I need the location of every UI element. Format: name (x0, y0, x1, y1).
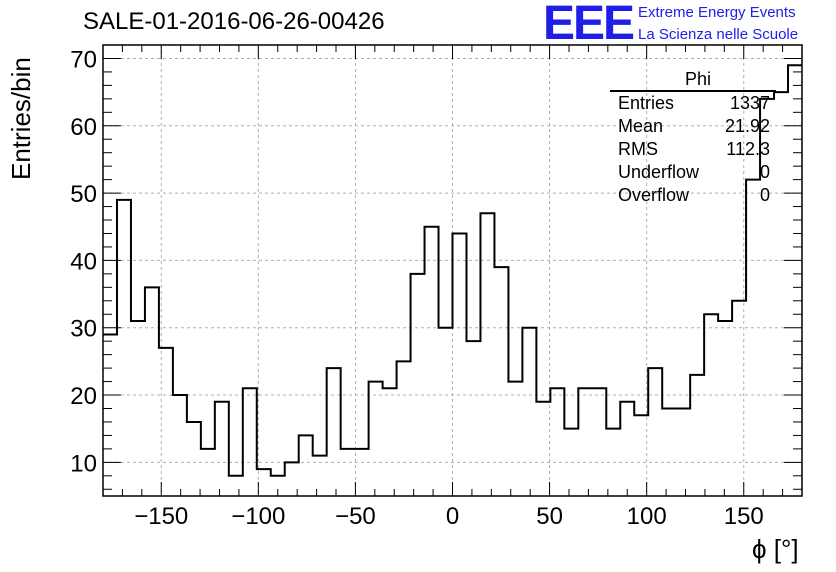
brand-name: Extreme Energy Events (638, 4, 796, 21)
stat-row-overflow: Overflow 0 (610, 184, 776, 207)
x-tick-label: −150 (134, 503, 188, 530)
y-tick-label: 60 (70, 114, 97, 141)
stat-key: Mean (618, 116, 664, 136)
eee-logo: EEE (543, 0, 635, 50)
brand-tagline: La Scienza nelle Scuole (638, 26, 799, 43)
x-tick-label: 50 (536, 503, 563, 530)
y-tick-label: 50 (70, 181, 97, 208)
stat-key: RMS (618, 139, 658, 159)
stat-row-underflow: Underflow 0 (610, 161, 776, 184)
stat-value: 21.92 (724, 116, 770, 136)
x-tick-label: −100 (231, 503, 285, 530)
x-tick-label: −50 (335, 503, 376, 530)
stat-row-entries: Entries 1337 (610, 92, 776, 115)
y-tick-label: 20 (70, 383, 97, 410)
stat-value: 112.3 (726, 139, 770, 159)
stat-value: 0 (759, 162, 770, 182)
x-axis-label: ϕ [°] (752, 534, 799, 564)
stat-key: Overflow (618, 185, 690, 205)
stats-title: Phi (684, 69, 711, 89)
x-tick-label: 100 (627, 503, 667, 530)
run-title: SALE-01-2016-06-26-00426 (83, 8, 385, 35)
y-tick-label: 30 (70, 316, 97, 343)
x-tick-label: 0 (446, 503, 459, 530)
y-tick-label: 40 (70, 248, 97, 275)
stat-row-mean: Mean 21.92 (610, 115, 776, 138)
stat-value: 0 (759, 185, 770, 205)
stat-value: 1337 (729, 93, 770, 113)
x-tick-label: 150 (724, 503, 764, 530)
histogram-line (103, 64, 802, 477)
y-axis-label: Entries/bin (6, 57, 36, 180)
stats-box: Phi Entries 1337 Mean 21.92 RMS 112.3 Un… (610, 68, 776, 207)
stats-divider (610, 90, 776, 92)
y-tick-label: 10 (70, 450, 97, 477)
stat-row-rms: RMS 112.3 (610, 138, 776, 161)
y-tick-label: 70 (70, 46, 97, 73)
stat-key: Entries (618, 93, 675, 113)
stat-key: Underflow (618, 162, 700, 182)
